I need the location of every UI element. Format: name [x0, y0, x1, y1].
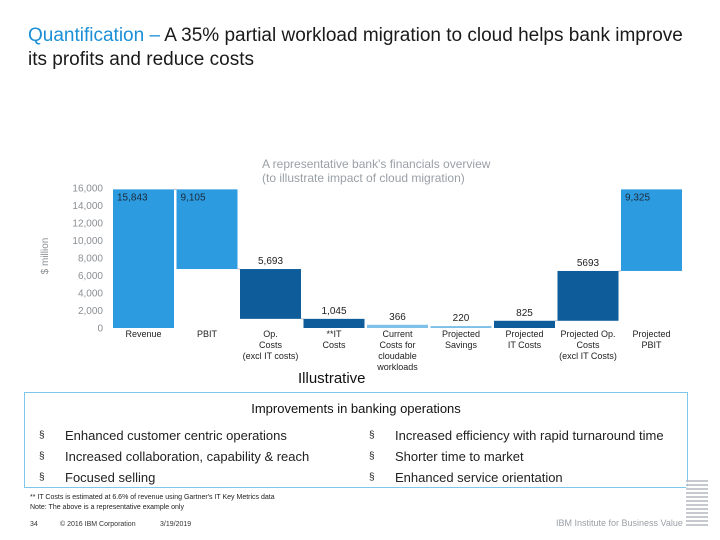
category-label: Current — [382, 329, 413, 339]
chart-title: A representative bank's financials overv… — [262, 157, 491, 171]
category-label: Savings — [445, 340, 478, 350]
category-label: PBIT — [641, 340, 662, 350]
footer-page-number: 34 — [30, 521, 38, 528]
footnote-line: Note: The above is a representative exam… — [30, 504, 184, 511]
category-label: Projected — [442, 329, 480, 339]
bar-value-label: 1,045 — [321, 306, 346, 317]
list-item: § Enhanced service orientation — [361, 467, 664, 488]
bullet-icon: § — [39, 430, 45, 441]
y-tick-label: 0 — [97, 324, 103, 335]
bar — [494, 320, 555, 328]
category-label: (excl IT costs) — [243, 351, 299, 361]
bar — [303, 318, 365, 328]
bar-value-label: 220 — [453, 313, 470, 324]
slide-title: Quantification – A 35% partial workload … — [28, 24, 698, 72]
bar — [176, 189, 238, 270]
improvements-box: Improvements in banking operations § Enha… — [24, 392, 688, 488]
list-item-text: Enhanced service orientation — [395, 470, 563, 485]
bullet-icon: § — [39, 451, 45, 462]
category-label: workloads — [376, 362, 418, 372]
footnote-line: ** IT Costs is estimated at 6.6% of reve… — [30, 494, 275, 501]
bar — [113, 189, 174, 328]
footer-date: 3/19/2019 — [160, 521, 192, 528]
bar-value-label: 9,325 — [625, 192, 650, 203]
y-tick-label: 2,000 — [78, 306, 103, 317]
list-item: § Focused selling — [31, 467, 309, 488]
footer-copyright: © 2016 IBM Corporation — [60, 521, 136, 528]
category-label: Costs — [576, 340, 600, 350]
illustrative-label: Illustrative — [298, 370, 366, 387]
ibm-logo-icon — [686, 480, 708, 528]
list-item-text: Increased collaboration, capability & re… — [65, 449, 310, 464]
y-tick-label: 6,000 — [78, 271, 103, 282]
list-item: § Increased efficiency with rapid turnaro… — [361, 425, 664, 446]
bar — [557, 270, 619, 321]
category-label: Costs for — [379, 340, 415, 350]
footer-institute: IBM Institute for Business Value — [556, 518, 683, 528]
y-axis-label: $ million — [40, 238, 51, 275]
list-item-text: Focused selling — [65, 470, 156, 485]
waterfall-chart: A representative bank's financials overv… — [40, 157, 682, 372]
bar-value-label: 9,105 — [181, 192, 206, 203]
bar-value-label: 825 — [516, 308, 533, 319]
bar-value-label: 366 — [389, 312, 406, 323]
improvements-title: Improvements in banking operations — [251, 401, 461, 416]
category-label: cloudable — [378, 351, 417, 361]
category-label: Projected — [505, 329, 543, 339]
category-label: **IT — [326, 329, 342, 339]
title-rest: A 35% partial workload migration to clou… — [28, 25, 683, 70]
bullet-icon: § — [369, 430, 375, 441]
bar-value-label: 5693 — [577, 258, 600, 269]
list-item-text: Enhanced customer centric operations — [65, 428, 287, 443]
y-tick-label: 16,000 — [72, 184, 103, 195]
list-item-text: Shorter time to market — [395, 449, 524, 464]
improvements-left-list: § Enhanced customer centric operations § I… — [31, 425, 309, 488]
bullet-icon: § — [369, 472, 375, 483]
bar-value-label: 15,843 — [117, 192, 148, 203]
bullet-icon: § — [39, 472, 45, 483]
list-item: § Enhanced customer centric operations — [31, 425, 309, 446]
category-label: Costs — [322, 340, 346, 350]
y-tick-label: 12,000 — [72, 219, 103, 230]
bar — [621, 189, 682, 271]
category-label: PBIT — [197, 329, 218, 339]
footnote: ** IT Costs is estimated at 6.6% of reve… — [30, 493, 275, 513]
waterfall-connectors — [174, 188, 621, 322]
y-tick-label: 4,000 — [78, 289, 103, 300]
category-label: Projected Op. — [560, 329, 615, 339]
category-label: IT Costs — [508, 340, 542, 350]
chart-subtitle: (to illustrate impact of cloud migration… — [262, 171, 465, 185]
y-tick-label: 14,000 — [72, 201, 103, 212]
category-label: Op. — [263, 329, 278, 339]
category-label: Revenue — [125, 329, 161, 339]
bar — [240, 269, 301, 319]
y-axis-ticks: 0 2,000 4,000 6,000 8,000 10,000 12,000 14,000 1… — [72, 184, 103, 335]
list-item-text: Increased efficiency with rapid turnarou… — [395, 428, 664, 443]
bar-value-label: 5,693 — [258, 256, 283, 267]
category-label: (excl IT Costs) — [559, 351, 617, 361]
bar — [367, 324, 428, 328]
y-tick-label: 10,000 — [72, 236, 103, 247]
improvements-right-list: § Increased efficiency with rapid turnaro… — [361, 425, 664, 488]
category-labels: Revenue PBIT Op.Costs(excl IT costs)**ITCo… — [125, 329, 670, 372]
bar — [430, 326, 492, 328]
list-item: § Shorter time to market — [361, 446, 664, 467]
title-highlight: Quantification – — [28, 25, 165, 46]
category-label: Projected — [632, 329, 670, 339]
category-label: Costs — [259, 340, 283, 350]
y-tick-label: 8,000 — [78, 254, 103, 265]
list-item: § Increased collaboration, capability & r… — [31, 446, 309, 467]
chart-bars — [113, 189, 682, 328]
bar-value-labels: 15,843 9,105 5,693 1,045 366 220 825 5693 9,325 — [117, 192, 650, 324]
bullet-icon: § — [369, 451, 375, 462]
